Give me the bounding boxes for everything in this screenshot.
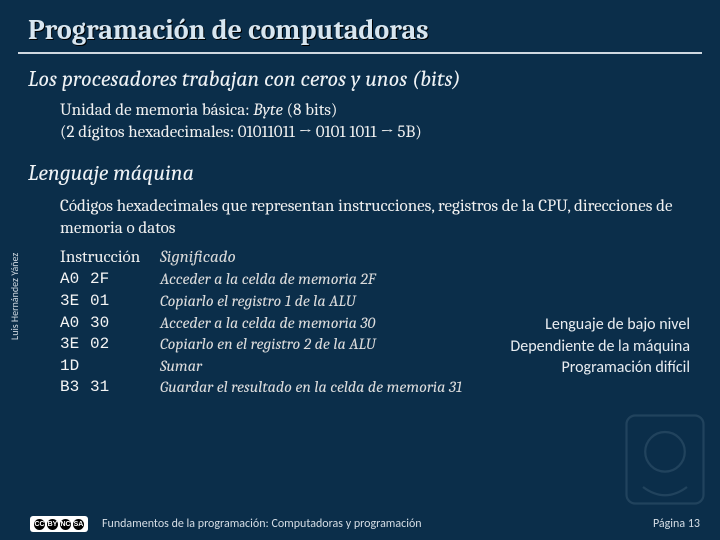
- table-row: 3E01Copiarlo el registro 1 de la ALU: [60, 291, 720, 313]
- col-header-instruction: Instrucción: [60, 248, 160, 267]
- opcode: B3: [60, 377, 90, 399]
- opcode: 3E: [60, 334, 90, 356]
- byte-word: Byte: [253, 101, 283, 120]
- section1-heading: Los procesadores trabajan con ceros y un…: [0, 60, 720, 96]
- callout-box: Lenguaje de bajo nivel Dependiente de la…: [510, 314, 690, 379]
- footer-text: Fundamentos de la programación: Computad…: [102, 517, 653, 531]
- operand: 02: [90, 334, 160, 356]
- operand: 01: [90, 291, 160, 313]
- table-row: B331Guardar el resultado en la celda de …: [60, 377, 720, 399]
- watermark-emblem: [620, 410, 710, 520]
- by-icon: BY: [47, 519, 58, 530]
- opcode: A0: [60, 313, 90, 335]
- page-number: Página 13: [653, 517, 700, 531]
- operand: 31: [90, 377, 160, 399]
- operand: 30: [90, 313, 160, 335]
- section2-body: Códigos hexadecimales que representan in…: [0, 190, 720, 246]
- description: Acceder a la celda de memoria 2F: [160, 269, 376, 291]
- cc-icon: CC: [34, 519, 45, 530]
- opcode: A0: [60, 269, 90, 291]
- opcode: 1D: [60, 356, 90, 378]
- footer: CC BY NC SA Fundamentos de la programaci…: [0, 516, 720, 532]
- hex-line: (2 dígitos hexadecimales: 01011011 → 010…: [60, 123, 422, 142]
- opcode: 3E: [60, 291, 90, 313]
- slide-title: Programación de computadoras: [0, 0, 720, 52]
- col-header-meaning: Significado: [160, 248, 236, 267]
- callout-line-1: Lenguaje de bajo nivel: [510, 314, 690, 336]
- callout-line-2: Dependiente de la máquina: [510, 336, 690, 358]
- description: Copiarlo el registro 1 de la ALU: [160, 291, 356, 313]
- callout-line-3: Programación difícil: [510, 357, 690, 379]
- operand: 2F: [90, 269, 160, 291]
- description: Guardar el resultado en la celda de memo…: [160, 377, 462, 399]
- description: Acceder a la celda de memoria 30: [160, 313, 375, 335]
- table-row: A02FAcceder a la celda de memoria 2F: [60, 269, 720, 291]
- byte-line-post: (8 bits): [283, 101, 337, 120]
- operand: [90, 356, 160, 378]
- description: Sumar: [160, 356, 202, 378]
- section1-body: Unidad de memoria básica: Byte (8 bits) …: [0, 96, 720, 146]
- byte-line-pre: Unidad de memoria básica:: [60, 101, 253, 120]
- nc-icon: NC: [60, 519, 71, 530]
- section2-heading: Lenguaje máquina: [0, 146, 720, 190]
- sa-icon: SA: [73, 519, 84, 530]
- description: Copiarlo en el registro 2 de la ALU: [160, 334, 376, 356]
- title-underline: [18, 52, 702, 54]
- cc-license-badge: CC BY NC SA: [30, 516, 88, 532]
